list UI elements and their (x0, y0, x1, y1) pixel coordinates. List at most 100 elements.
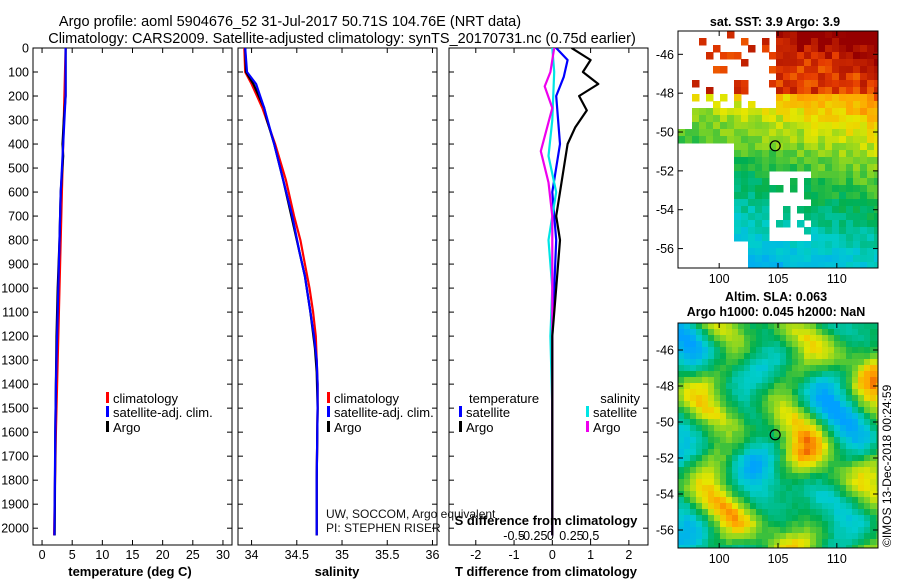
heatmap-cell (741, 206, 749, 214)
heatmap-cell (734, 94, 742, 102)
heatmap-cell (876, 485, 878, 492)
heatmap-cell (780, 425, 787, 432)
heatmap-cell (797, 255, 805, 263)
heatmap-cell (846, 45, 854, 53)
heatmap-cell (769, 164, 777, 172)
heatmap-cell (678, 329, 685, 336)
heatmap-cell (876, 401, 878, 408)
heatmap-cell (756, 395, 763, 402)
heatmap-cell (684, 389, 691, 396)
heatmap-cell (738, 419, 745, 426)
heatmap-cell (822, 497, 829, 504)
heatmap-cell (744, 497, 751, 504)
heatmap-cell (825, 157, 833, 165)
heatmap-cell (825, 262, 833, 268)
heatmap-cell (708, 347, 715, 354)
heatmap-cell (840, 479, 847, 486)
x-tick-label: 0 (549, 548, 556, 562)
heatmap-cell (832, 38, 840, 46)
map-x-tick-label: 100 (709, 552, 730, 566)
heatmap-cell (825, 171, 833, 179)
heatmap-cell (832, 164, 840, 172)
heatmap-cell (776, 87, 784, 95)
heatmap-cell (834, 335, 841, 342)
heatmap-cell (741, 171, 749, 179)
legend-swatch-t-argo (459, 421, 462, 432)
heatmap-cell (876, 335, 878, 342)
heatmap-cell (870, 503, 877, 510)
heatmap-cell (776, 136, 784, 144)
heatmap-cell (732, 545, 739, 548)
heatmap-cell (818, 255, 826, 263)
heatmap-cell (811, 80, 819, 88)
heatmap-cell (804, 52, 812, 60)
heatmap-cell (744, 473, 751, 480)
heatmap-cell (846, 122, 854, 130)
heatmap-cell (840, 455, 847, 462)
heatmap-cell (726, 425, 733, 432)
heatmap-cell (744, 491, 751, 498)
heatmap-cell (744, 395, 751, 402)
heatmap-cell (726, 455, 733, 462)
heatmap-cell (738, 455, 745, 462)
heatmap-cell (846, 521, 853, 528)
heatmap-cell (822, 395, 829, 402)
heatmap-cell (732, 407, 739, 414)
heatmap-cell (714, 425, 721, 432)
heatmap-cell (783, 115, 791, 123)
heatmap-cell (828, 527, 835, 534)
heatmap-cell (734, 192, 742, 200)
heatmap-cell (780, 443, 787, 450)
heatmap-cell (876, 497, 878, 504)
heatmap-cell (720, 473, 727, 480)
heatmap-cell (846, 178, 854, 186)
heatmap-cell (818, 213, 826, 221)
heatmap-cell (876, 503, 878, 510)
heatmap-cell (852, 413, 859, 420)
heatmap-cell (840, 443, 847, 450)
heatmap-cell (750, 323, 757, 330)
heatmap-cell (846, 136, 854, 144)
heatmap-cell (774, 377, 781, 384)
heatmap-cell (732, 425, 739, 432)
heatmap-cell (702, 515, 709, 522)
heatmap-cell (756, 467, 763, 474)
heatmap-cell (810, 539, 817, 546)
heatmap-cell (839, 59, 847, 67)
heatmap-cell (714, 545, 721, 548)
heatmap-cell (769, 129, 777, 137)
heatmap-cell (780, 371, 787, 378)
heatmap-cell (741, 38, 749, 46)
heatmap-cell (792, 473, 799, 480)
heatmap-cell (828, 485, 835, 492)
heatmap-cell (811, 220, 819, 228)
heatmap-cell (867, 122, 875, 130)
heatmap-cell (756, 419, 763, 426)
heatmap-cell (840, 401, 847, 408)
heatmap-cell (734, 122, 742, 130)
heatmap-cell (818, 171, 826, 179)
heatmap-cell (816, 437, 823, 444)
heatmap-cell (756, 521, 763, 528)
heatmap-cell (699, 129, 707, 137)
argo-position-marker (769, 429, 781, 441)
heatmap-cell (846, 157, 854, 165)
heatmap-cell (797, 122, 805, 130)
heatmap-cell (756, 413, 763, 420)
heatmap-cell (867, 94, 875, 102)
heatmap-cell (832, 87, 840, 95)
heatmap-cell (755, 220, 763, 228)
legend-label-satellite: satellite-adj. clim. (113, 405, 213, 420)
heatmap-cell (853, 234, 861, 242)
heatmap-cell (696, 323, 703, 330)
depth-tick-label: 900 (8, 258, 29, 272)
heatmap-cell (798, 377, 805, 384)
heatmap-cell (790, 157, 798, 165)
heatmap-cell (756, 431, 763, 438)
heatmap-cell (696, 371, 703, 378)
heatmap-cell (684, 335, 691, 342)
difference-temperature-legend: temperature satellite Argo (459, 391, 539, 435)
heatmap-cell (738, 353, 745, 360)
heatmap-cell (744, 371, 751, 378)
heatmap-cell (732, 443, 739, 450)
